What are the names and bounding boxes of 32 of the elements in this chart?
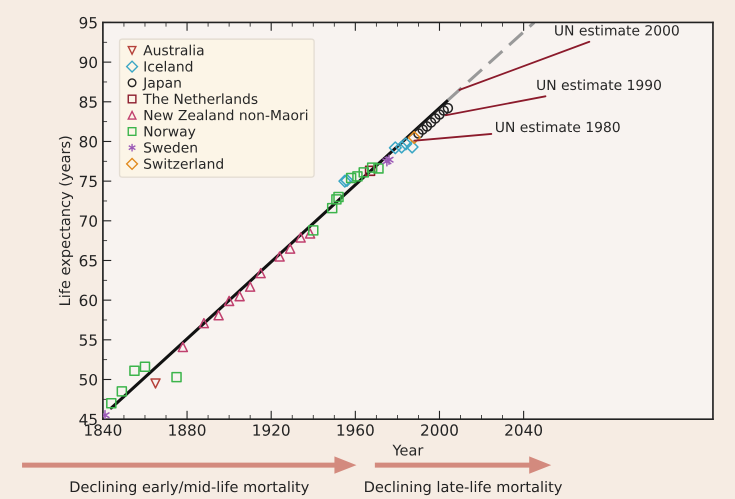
legend-label: Japan [142, 78, 181, 91]
legend-label: Norway [144, 126, 196, 140]
x-tick-label: 1880 [169, 424, 206, 436]
legend-label: Sweden [144, 142, 197, 153]
x-tick-label: 1840 [85, 424, 122, 436]
y-tick-label: 90 [80, 56, 98, 68]
annotation: UN estimate 1980 [496, 121, 620, 132]
y-tick-label: 60 [80, 294, 98, 306]
annotation: UN estimate 1990 [537, 79, 661, 90]
legend-label: Australia [143, 44, 204, 56]
y-tick-label: 45 [79, 414, 97, 426]
y-tick-label: 85 [80, 96, 97, 108]
y-tick-label: 80 [80, 136, 98, 148]
x-axis-title: Year [392, 444, 424, 456]
text: Declining late-life mortality [365, 480, 562, 496]
x-tick-label: 1920 [253, 424, 290, 436]
y-tick-label: 95 [80, 16, 97, 28]
y-tick-label: 55 [80, 334, 97, 346]
y-tick-label: 65 [80, 254, 97, 266]
y-tick-label: 50 [80, 374, 98, 386]
y-tick-label: 70 [80, 215, 98, 227]
annotation: UN estimate 2000 [555, 24, 679, 36]
y-tick-label: 75 [80, 176, 97, 188]
legend-label: Iceland [144, 60, 192, 72]
legend-label: New Zealand non-Maori [144, 110, 308, 120]
x-tick-label: 2040 [505, 424, 542, 436]
legend-label: The Netherlands [143, 93, 258, 104]
x-tick-label: 1960 [338, 424, 374, 436]
y-axis-title: Life expectancy (years) [58, 136, 74, 305]
x-tick-label: 2000 [421, 424, 458, 436]
legend-label: Switzerland [144, 158, 223, 169]
text: Declining early/mid-life mortality [70, 480, 309, 496]
